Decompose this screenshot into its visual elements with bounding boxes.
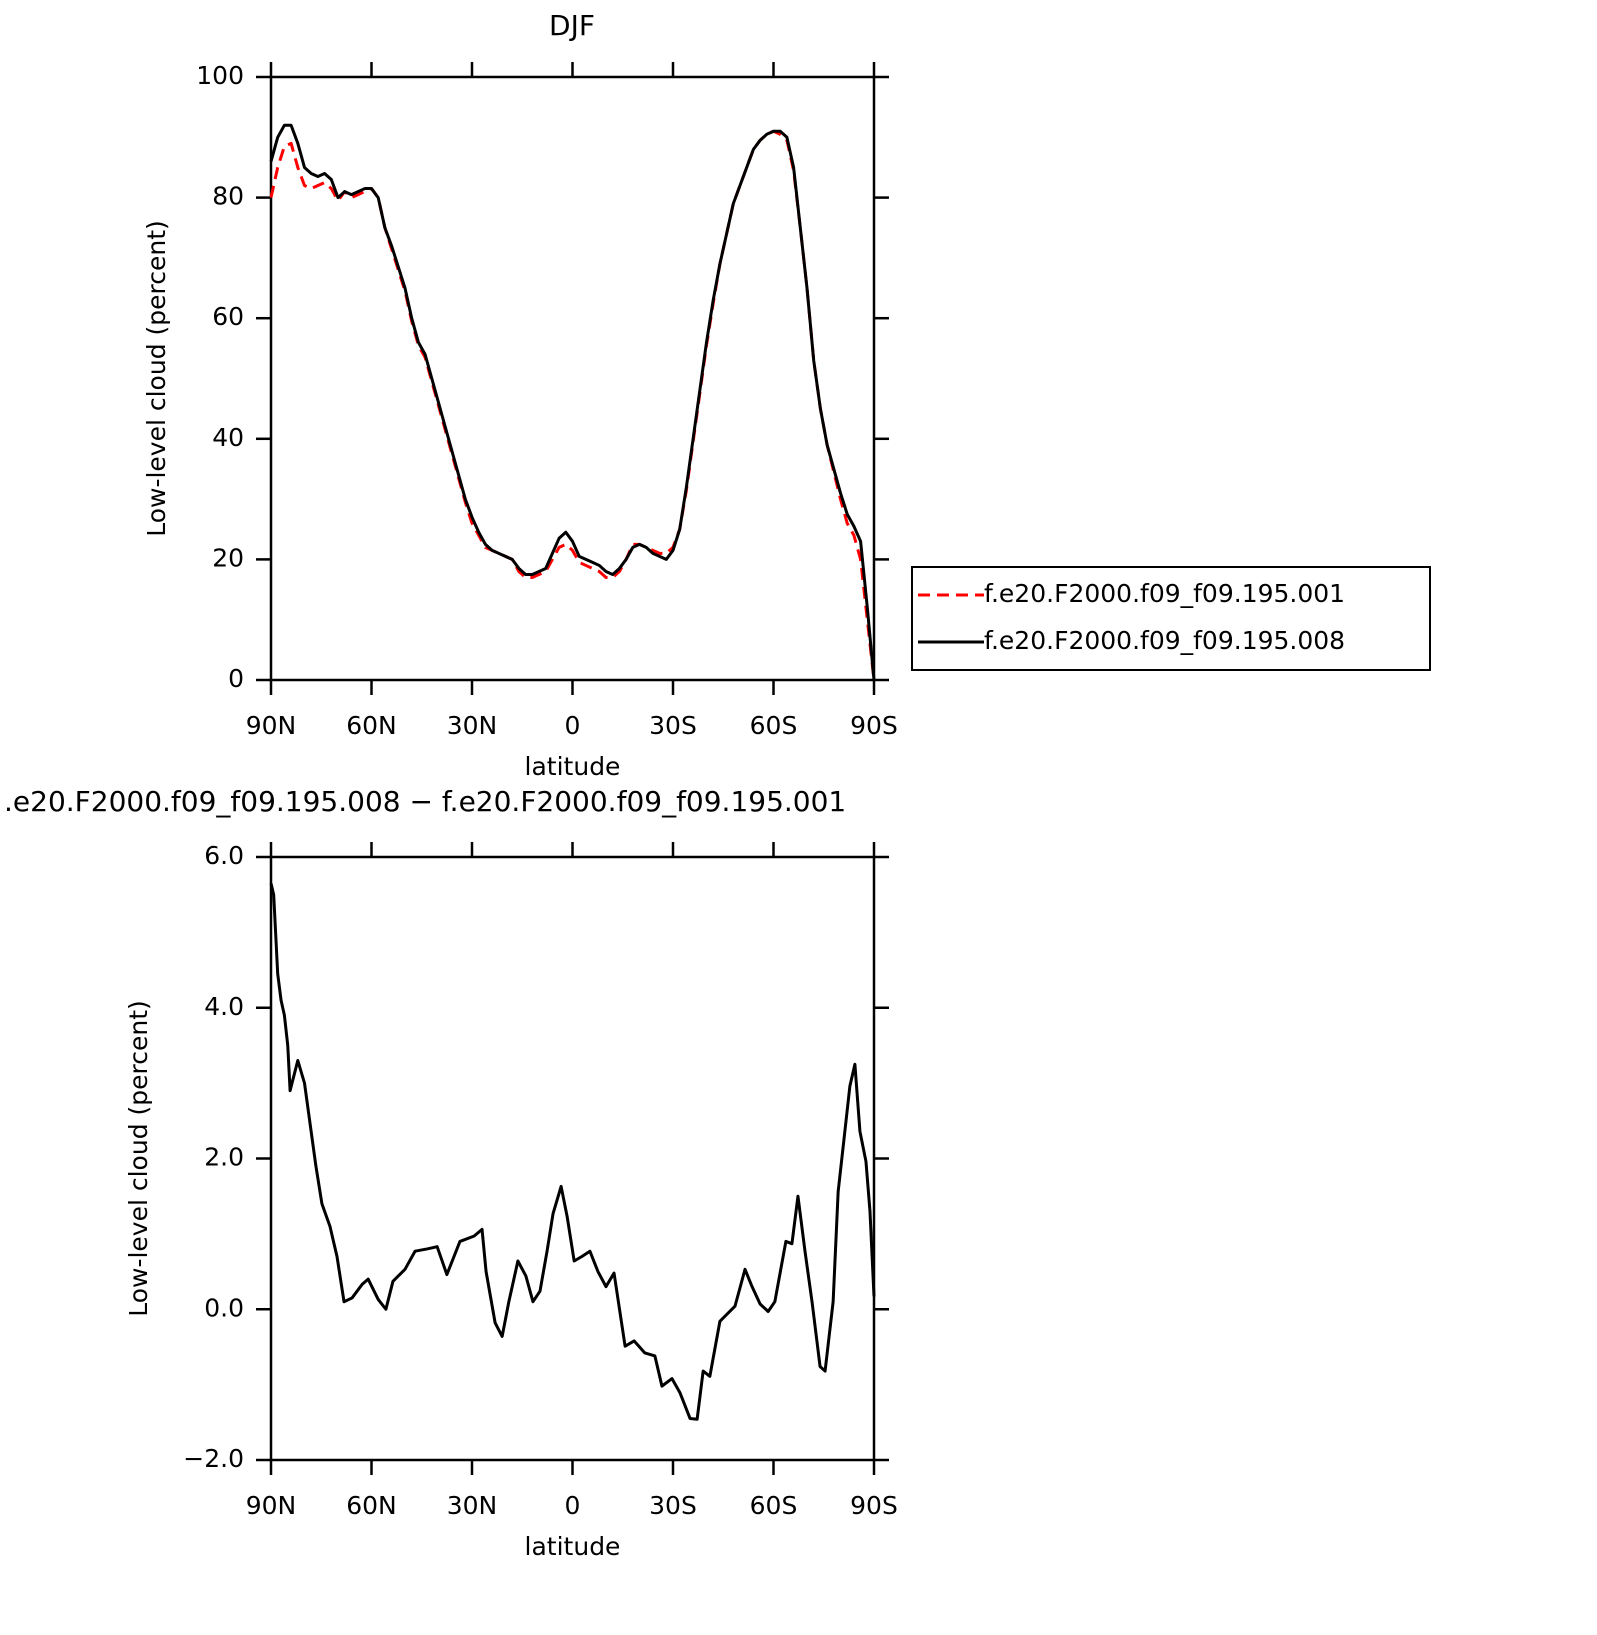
x-axis-label: latitude (525, 752, 621, 781)
x-tick-label: 90N (246, 1491, 297, 1520)
y-tick-label: 60 (212, 302, 244, 331)
x-tick-label: 0 (565, 1491, 581, 1520)
y-tick-label: 20 (212, 543, 244, 572)
x-tick-label: 30S (649, 1491, 697, 1520)
y-tick-label: 80 (212, 182, 244, 211)
x-tick-label: 60S (750, 711, 798, 740)
x-tick-label: 30S (649, 711, 697, 740)
plot-frame (269, 855, 876, 1462)
x-tick-label: 90N (246, 711, 297, 740)
y-axis-label: Low-level cloud (percent) (124, 1000, 153, 1317)
plot-frame (269, 75, 876, 682)
x-tick-label: 60S (750, 1491, 798, 1520)
chart-title: .e20.F2000.f09_f09.195.008 − f.e20.F2000… (4, 785, 846, 818)
y-tick-label: 100 (196, 61, 244, 90)
y-tick-label: 2.0 (204, 1143, 244, 1172)
series-line (269, 883, 876, 1421)
x-tick-label: 0 (565, 711, 581, 740)
y-tick-label: 6.0 (204, 841, 244, 870)
legend-label: f.e20.F2000.f09_f09.195.001 (984, 579, 1345, 608)
y-axis-label: Low-level cloud (percent) (142, 220, 171, 537)
y-tick-label: 0 (228, 664, 244, 693)
x-tick-label: 60N (346, 711, 397, 740)
y-tick-label: 4.0 (204, 992, 244, 1021)
chart-title: DJF (549, 9, 595, 42)
series-line (269, 129, 876, 681)
x-axis-label: latitude (525, 1532, 621, 1561)
x-tick-label: 30N (447, 711, 498, 740)
legend-box (911, 566, 1431, 671)
x-tick-label: 90S (850, 711, 898, 740)
x-tick-label: 30N (447, 1491, 498, 1520)
y-tick-label: −2.0 (183, 1444, 244, 1473)
y-tick-label: 40 (212, 423, 244, 452)
x-tick-label: 90S (850, 1491, 898, 1520)
y-tick-label: 0.0 (204, 1293, 244, 1322)
series-line (269, 123, 876, 681)
x-tick-label: 60N (346, 1491, 397, 1520)
legend-label: f.e20.F2000.f09_f09.195.008 (984, 626, 1345, 655)
